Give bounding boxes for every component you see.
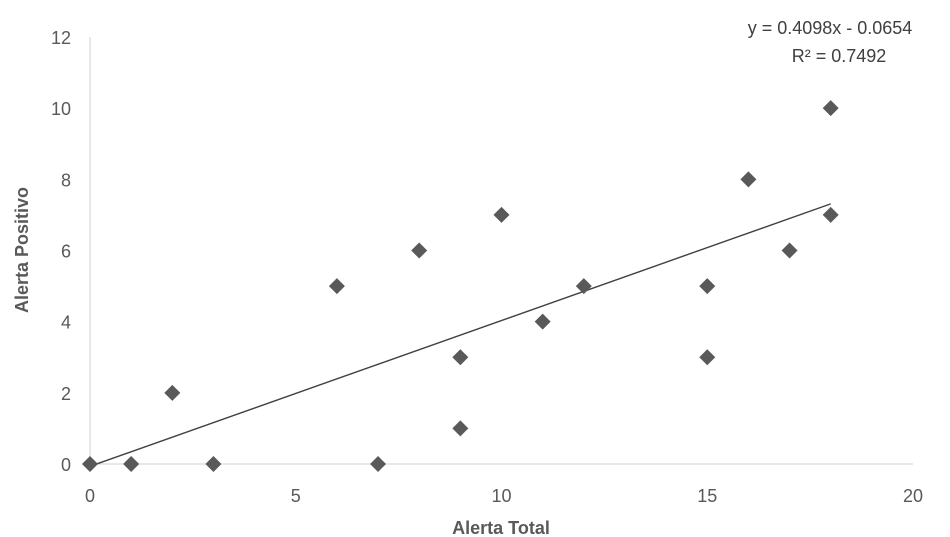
trendline	[89, 203, 831, 467]
y-tick-label: 2	[61, 384, 71, 404]
y-tick-label: 12	[51, 28, 71, 48]
data-point-diamond	[205, 456, 222, 472]
data-point-diamond	[452, 349, 469, 366]
data-point-diamond	[781, 242, 798, 259]
x-tick-label: 5	[291, 486, 301, 506]
y-tick-label: 6	[61, 242, 71, 262]
x-tick-label: 0	[85, 486, 95, 506]
data-points	[82, 100, 839, 472]
data-point-diamond	[328, 278, 345, 295]
x-tick-label: 15	[697, 486, 717, 506]
data-point-diamond	[123, 456, 140, 472]
x-tick-labels: 0 5 10 15 20	[85, 486, 923, 506]
data-point-diamond	[699, 349, 716, 366]
data-point-diamond	[411, 242, 428, 259]
data-point-diamond	[534, 313, 551, 330]
x-tick-label: 10	[491, 486, 511, 506]
data-point-diamond	[575, 278, 592, 295]
data-point-diamond	[822, 100, 839, 117]
trendline-equation: y = 0.4098x - 0.0654	[748, 18, 913, 38]
y-tick-label: 0	[61, 455, 71, 475]
y-tick-labels: 0 2 4 6 8 10 12	[51, 28, 71, 475]
data-point-diamond	[370, 456, 387, 472]
y-tick-label: 8	[61, 170, 71, 190]
x-axis-title: Alerta Total	[452, 518, 550, 537]
data-point-diamond	[493, 206, 510, 223]
data-point-diamond	[164, 384, 181, 401]
y-tick-label: 10	[51, 99, 71, 119]
data-point-diamond	[452, 420, 469, 437]
x-tick-label: 20	[903, 486, 923, 506]
axes	[89, 37, 913, 465]
data-point-diamond	[740, 171, 757, 188]
y-axis-title: Alerta Positivo	[12, 187, 32, 313]
data-point-diamond	[82, 456, 98, 472]
data-point-diamond	[699, 278, 716, 295]
data-point-diamond	[822, 206, 839, 223]
trendline-r2: R² = 0.7492	[792, 46, 887, 66]
y-tick-label: 4	[61, 313, 71, 333]
